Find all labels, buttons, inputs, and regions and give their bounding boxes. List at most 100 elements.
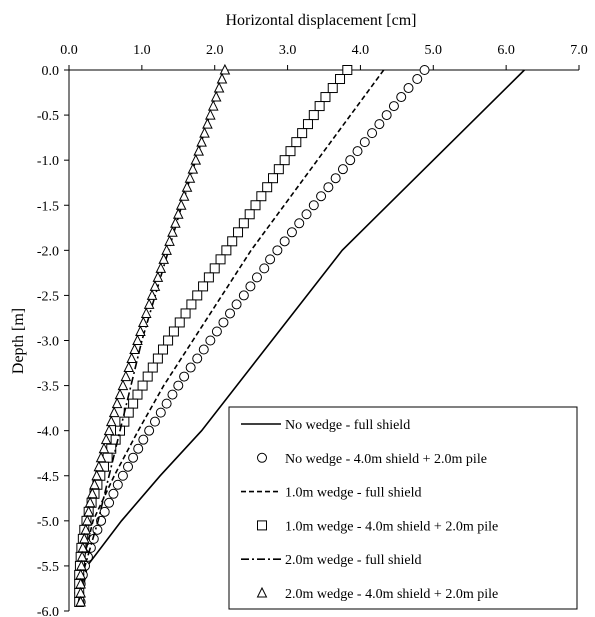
data-point	[203, 272, 214, 283]
data-point	[367, 128, 378, 139]
data-point	[175, 199, 187, 210]
data-point	[84, 496, 96, 508]
data-point	[146, 289, 158, 300]
data-point	[327, 83, 338, 94]
data-point	[302, 119, 313, 130]
data-point	[359, 137, 370, 148]
y-tick-label: -3.5	[37, 380, 59, 395]
data-point	[244, 209, 255, 220]
data-point	[412, 74, 423, 85]
data-point	[174, 317, 185, 328]
data-point	[251, 272, 262, 283]
data-point	[155, 262, 167, 273]
data-point	[213, 81, 225, 93]
data-point	[172, 208, 184, 219]
data-point	[374, 119, 385, 130]
data-point	[81, 514, 93, 526]
data-point	[152, 271, 164, 282]
data-point	[179, 371, 190, 382]
y-tick-label: -4.5	[37, 470, 59, 485]
legend-item: 1.0m wedge - 4.0m shield + 2.0m pile	[257, 519, 498, 534]
x-tick-label: 0.0	[60, 43, 78, 58]
data-point	[77, 541, 89, 553]
data-point	[178, 190, 190, 201]
data-point	[104, 497, 115, 508]
data-point	[308, 110, 319, 121]
data-point	[117, 379, 129, 391]
data-point	[196, 136, 207, 147]
data-point	[185, 362, 196, 373]
data-point	[308, 200, 319, 211]
legend-label: 2.0m wedge - 4.0m shield + 2.0m pile	[285, 587, 498, 602]
data-point	[123, 361, 135, 373]
data-point	[192, 353, 203, 364]
data-point	[294, 218, 305, 229]
data-point	[108, 406, 120, 418]
data-point	[92, 524, 103, 535]
x-tick-label: 5.0	[425, 43, 443, 58]
y-tick-label: -5.5	[37, 560, 59, 575]
data-point	[103, 424, 115, 436]
data-point	[216, 72, 228, 84]
data-point	[137, 380, 148, 391]
data-point	[381, 110, 392, 121]
data-point	[161, 398, 172, 409]
data-point	[218, 317, 229, 328]
data-point	[75, 595, 86, 607]
data-point	[76, 550, 88, 562]
x-axis-title: Horizontal displacement [cm]	[225, 12, 416, 29]
data-point	[211, 326, 222, 337]
data-point	[132, 389, 143, 400]
legend-label: No wedge - 4.0m shield + 2.0m pile	[285, 452, 487, 467]
data-point	[98, 442, 110, 454]
x-tick-label: 3.0	[279, 43, 297, 58]
data-point	[320, 92, 331, 103]
data-point	[190, 154, 202, 165]
legend-box	[228, 406, 578, 610]
data-point	[285, 146, 296, 157]
data-point	[89, 478, 100, 490]
data-point	[207, 99, 219, 111]
data-point	[76, 559, 87, 571]
data-point	[168, 326, 179, 337]
data-point	[245, 281, 256, 292]
data-point	[396, 92, 407, 103]
x-tick-label: 7.0	[570, 43, 588, 58]
data-point	[144, 425, 155, 436]
y-tick-label: -2.0	[37, 244, 59, 259]
data-point	[301, 209, 312, 220]
data-point	[111, 397, 123, 409]
data-point	[403, 83, 414, 94]
y-tick-label: 0.0	[42, 64, 60, 79]
data-point	[114, 388, 126, 400]
data-point	[219, 63, 231, 75]
y-tick-label: -0.5	[37, 109, 59, 124]
series-layer	[74, 63, 525, 607]
x-tick-label: 4.0	[352, 43, 370, 58]
data-point	[93, 460, 105, 472]
data-point	[173, 380, 184, 391]
legend-label: 1.0m wedge - full shield	[285, 486, 421, 501]
legend-swatch	[257, 452, 267, 463]
x-tick-label: 1.0	[133, 43, 151, 58]
data-point	[142, 371, 153, 382]
data-point	[265, 254, 276, 265]
data-point	[345, 155, 356, 166]
series-line	[76, 69, 225, 607]
y-axis-title: Depth [m]	[10, 308, 27, 374]
y-tick-label: -2.5	[37, 289, 59, 304]
data-point	[149, 280, 161, 291]
data-point	[132, 334, 143, 345]
x-tick-label: 6.0	[497, 43, 515, 58]
data-point	[155, 407, 166, 418]
data-point	[110, 434, 121, 445]
data-point	[87, 487, 98, 499]
data-point	[205, 108, 216, 120]
data-point	[181, 181, 193, 192]
data-point	[279, 155, 290, 166]
legend-item: No wedge - 4.0m shield + 2.0m pile	[257, 452, 487, 467]
data-point	[78, 532, 90, 544]
data-point	[149, 416, 160, 427]
data-point	[99, 506, 110, 517]
data-point	[105, 415, 117, 427]
